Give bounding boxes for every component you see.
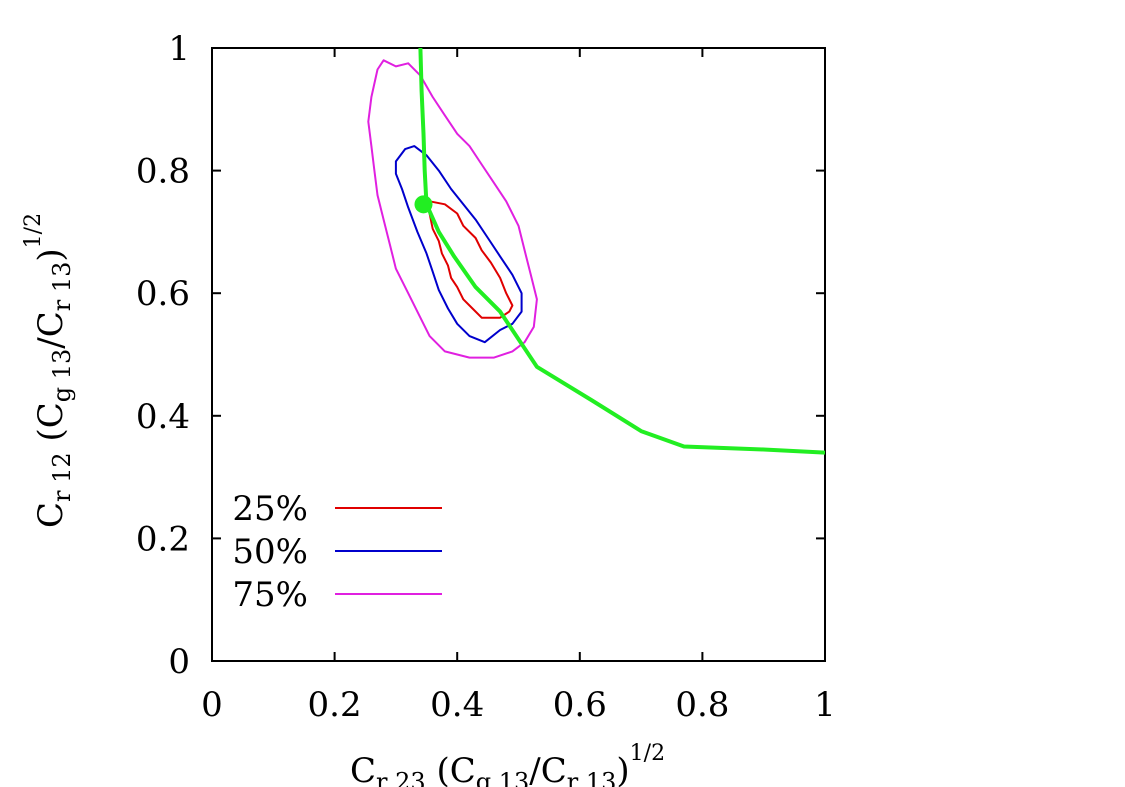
contour-25pct [428,200,514,319]
marker-point [414,195,433,214]
y-axis-label: Cr 12 (Cg 13/Cr 13)1/2 [21,213,76,528]
legend-label-2: 75% [232,575,308,615]
series-group [367,47,826,455]
x-axis-label: Cr 23 (Cg 13/Cr 13)1/2 [350,741,665,787]
x-tick-label-4: 0.8 [675,685,729,725]
contour-50pct [394,145,523,344]
x-tick-label-5: 1 [814,685,836,725]
plot-frame [211,47,826,662]
y-tick-label-1: 0.2 [136,519,190,559]
axis-ticks [211,47,826,662]
x-tick-label-1: 0.2 [308,685,362,725]
x-tick-label-3: 0.6 [553,685,607,725]
legend: 25%50%75% [232,489,442,615]
y-tick-label-5: 1 [168,29,190,69]
constraint-curve [418,47,826,455]
x-tick-label-0: 0 [201,685,223,725]
y-tick-label-0: 0 [168,642,190,682]
x-tick-labels: 0 0.2 0.4 0.6 0.8 1 [201,685,836,725]
legend-label-0: 25% [232,489,308,529]
y-tick-label-2: 0.4 [136,397,190,437]
marker-group [414,195,433,214]
contour-75pct [367,59,538,359]
legend-label-1: 50% [232,532,308,572]
y-tick-label-4: 0.8 [136,152,190,192]
y-tick-label-3: 0.6 [136,274,190,314]
y-tick-labels: 0 0.2 0.4 0.6 0.8 1 [136,29,190,682]
x-tick-label-2: 0.4 [430,685,484,725]
